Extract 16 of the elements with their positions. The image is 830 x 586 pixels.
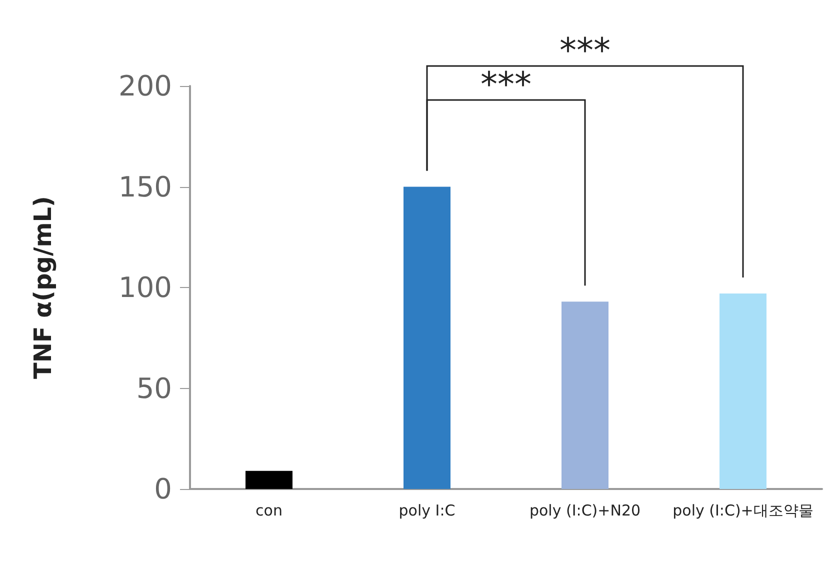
y-tick-label: 200 [118,70,172,102]
y-axis-title: TNF α(pg/mL) [29,196,57,380]
y-tick-label: 0 [154,472,172,506]
y-tick-label: 50 [136,372,172,405]
text: *** [560,31,610,71]
x-tick-label: poly I:C [398,502,456,520]
x-tick-label: con [256,502,282,520]
bar [404,186,450,489]
y-tick-label: 150 [118,170,172,204]
bar [720,294,766,489]
y-tick-label: 100 [118,271,172,304]
bar [562,302,608,489]
bar [246,470,292,489]
x-tick-label: poly (I:C)+대조약물 [672,502,814,520]
x-tick-label: poly (I:C)+N20 [529,502,641,520]
annotation: *** [480,65,532,105]
